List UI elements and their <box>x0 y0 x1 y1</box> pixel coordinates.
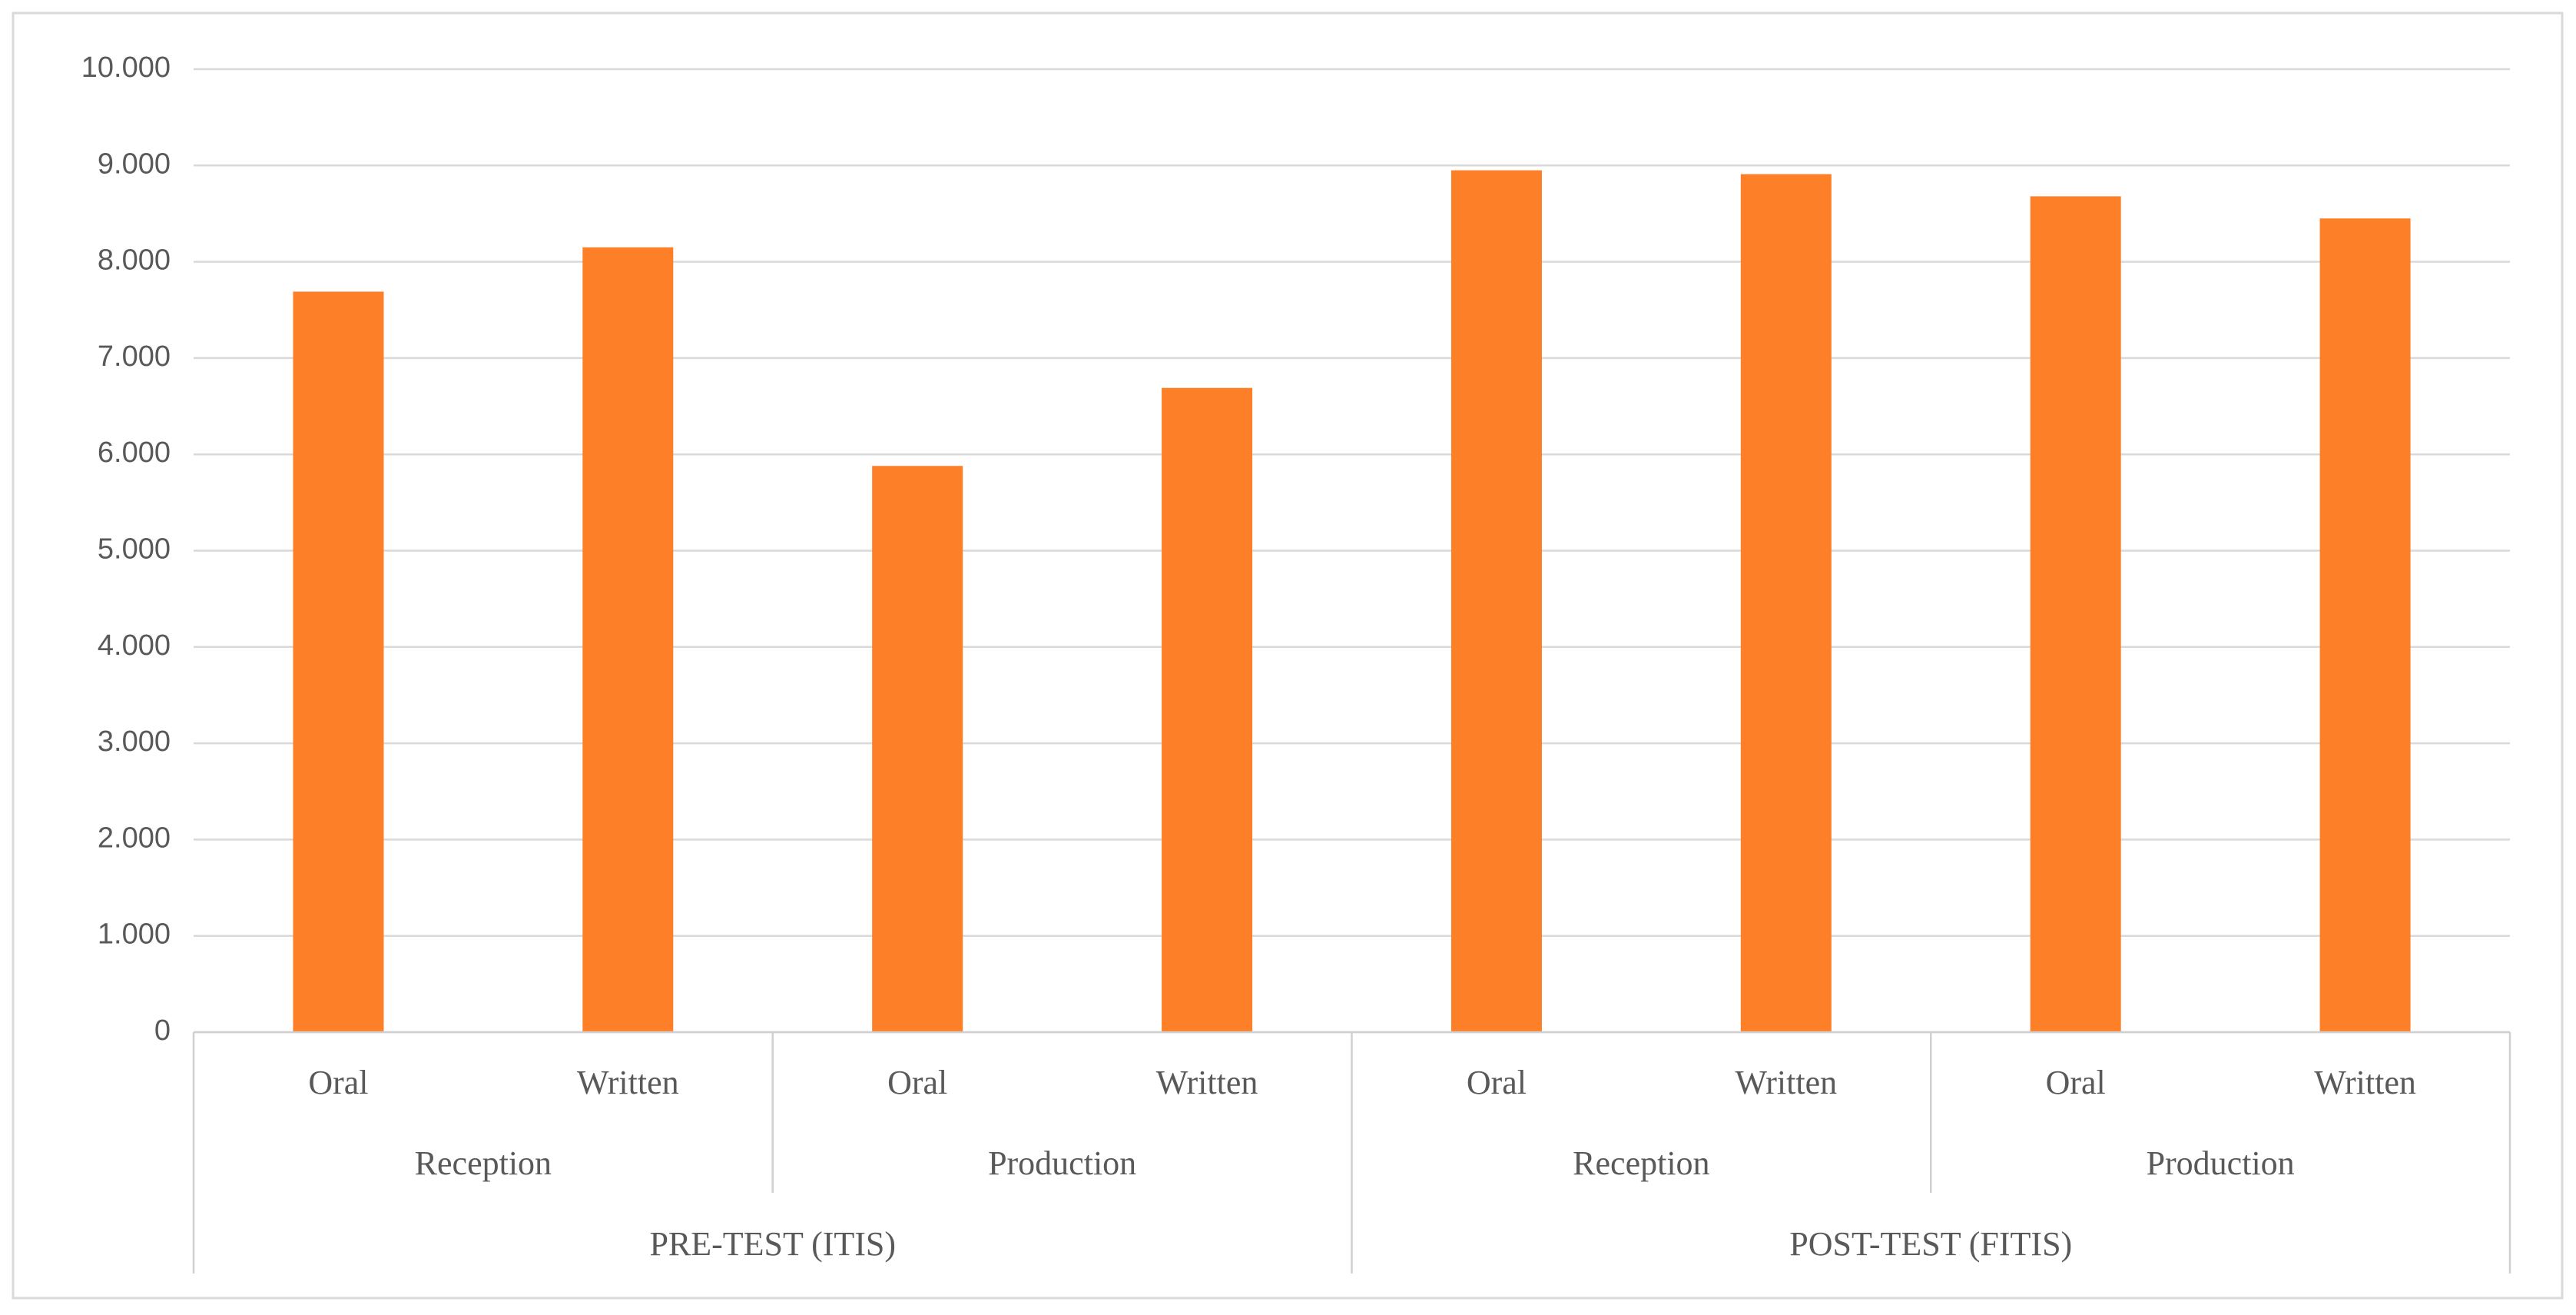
group-label: PRE-TEST (ITIS) <box>649 1225 896 1263</box>
bar <box>2030 196 2121 1032</box>
y-tick-label: 0 <box>154 1014 171 1047</box>
x-tick-label: Oral <box>308 1064 368 1101</box>
y-tick-label: 7.000 <box>98 340 171 373</box>
group-label: Reception <box>1573 1144 1709 1182</box>
bar <box>1740 174 1832 1032</box>
y-tick-label: 5.000 <box>98 533 171 566</box>
x-tick-label: Oral <box>887 1064 947 1101</box>
chart-border <box>12 12 2564 1300</box>
group-label: Production <box>2147 1144 2295 1182</box>
group-label: Reception <box>415 1144 552 1182</box>
bar <box>2319 218 2411 1033</box>
x-tick-label: Oral <box>1467 1064 1527 1101</box>
y-tick-label: 2.000 <box>98 822 171 854</box>
bar <box>872 466 963 1032</box>
x-tick-label: Written <box>2314 1064 2416 1101</box>
y-tick-label: 3.000 <box>98 726 171 758</box>
bar <box>582 247 674 1032</box>
bar <box>1162 387 1253 1032</box>
x-tick-label: Oral <box>2046 1064 2106 1101</box>
y-tick-label: 6.000 <box>98 437 171 469</box>
y-tick-label: 1.000 <box>98 918 171 951</box>
x-tick-label: Written <box>577 1064 679 1101</box>
y-tick-label: 9.000 <box>98 148 171 180</box>
group-label: Production <box>988 1144 1136 1182</box>
group-label: POST-TEST (FITIS) <box>1789 1225 2072 1263</box>
bar <box>293 291 384 1032</box>
x-tick-label: Written <box>1156 1064 1258 1101</box>
x-tick-label: Written <box>1736 1064 1838 1101</box>
y-tick-label: 8.000 <box>98 244 171 277</box>
y-tick-label: 10.000 <box>81 51 171 84</box>
bar <box>1450 170 1542 1033</box>
y-tick-label: 4.000 <box>98 629 171 662</box>
